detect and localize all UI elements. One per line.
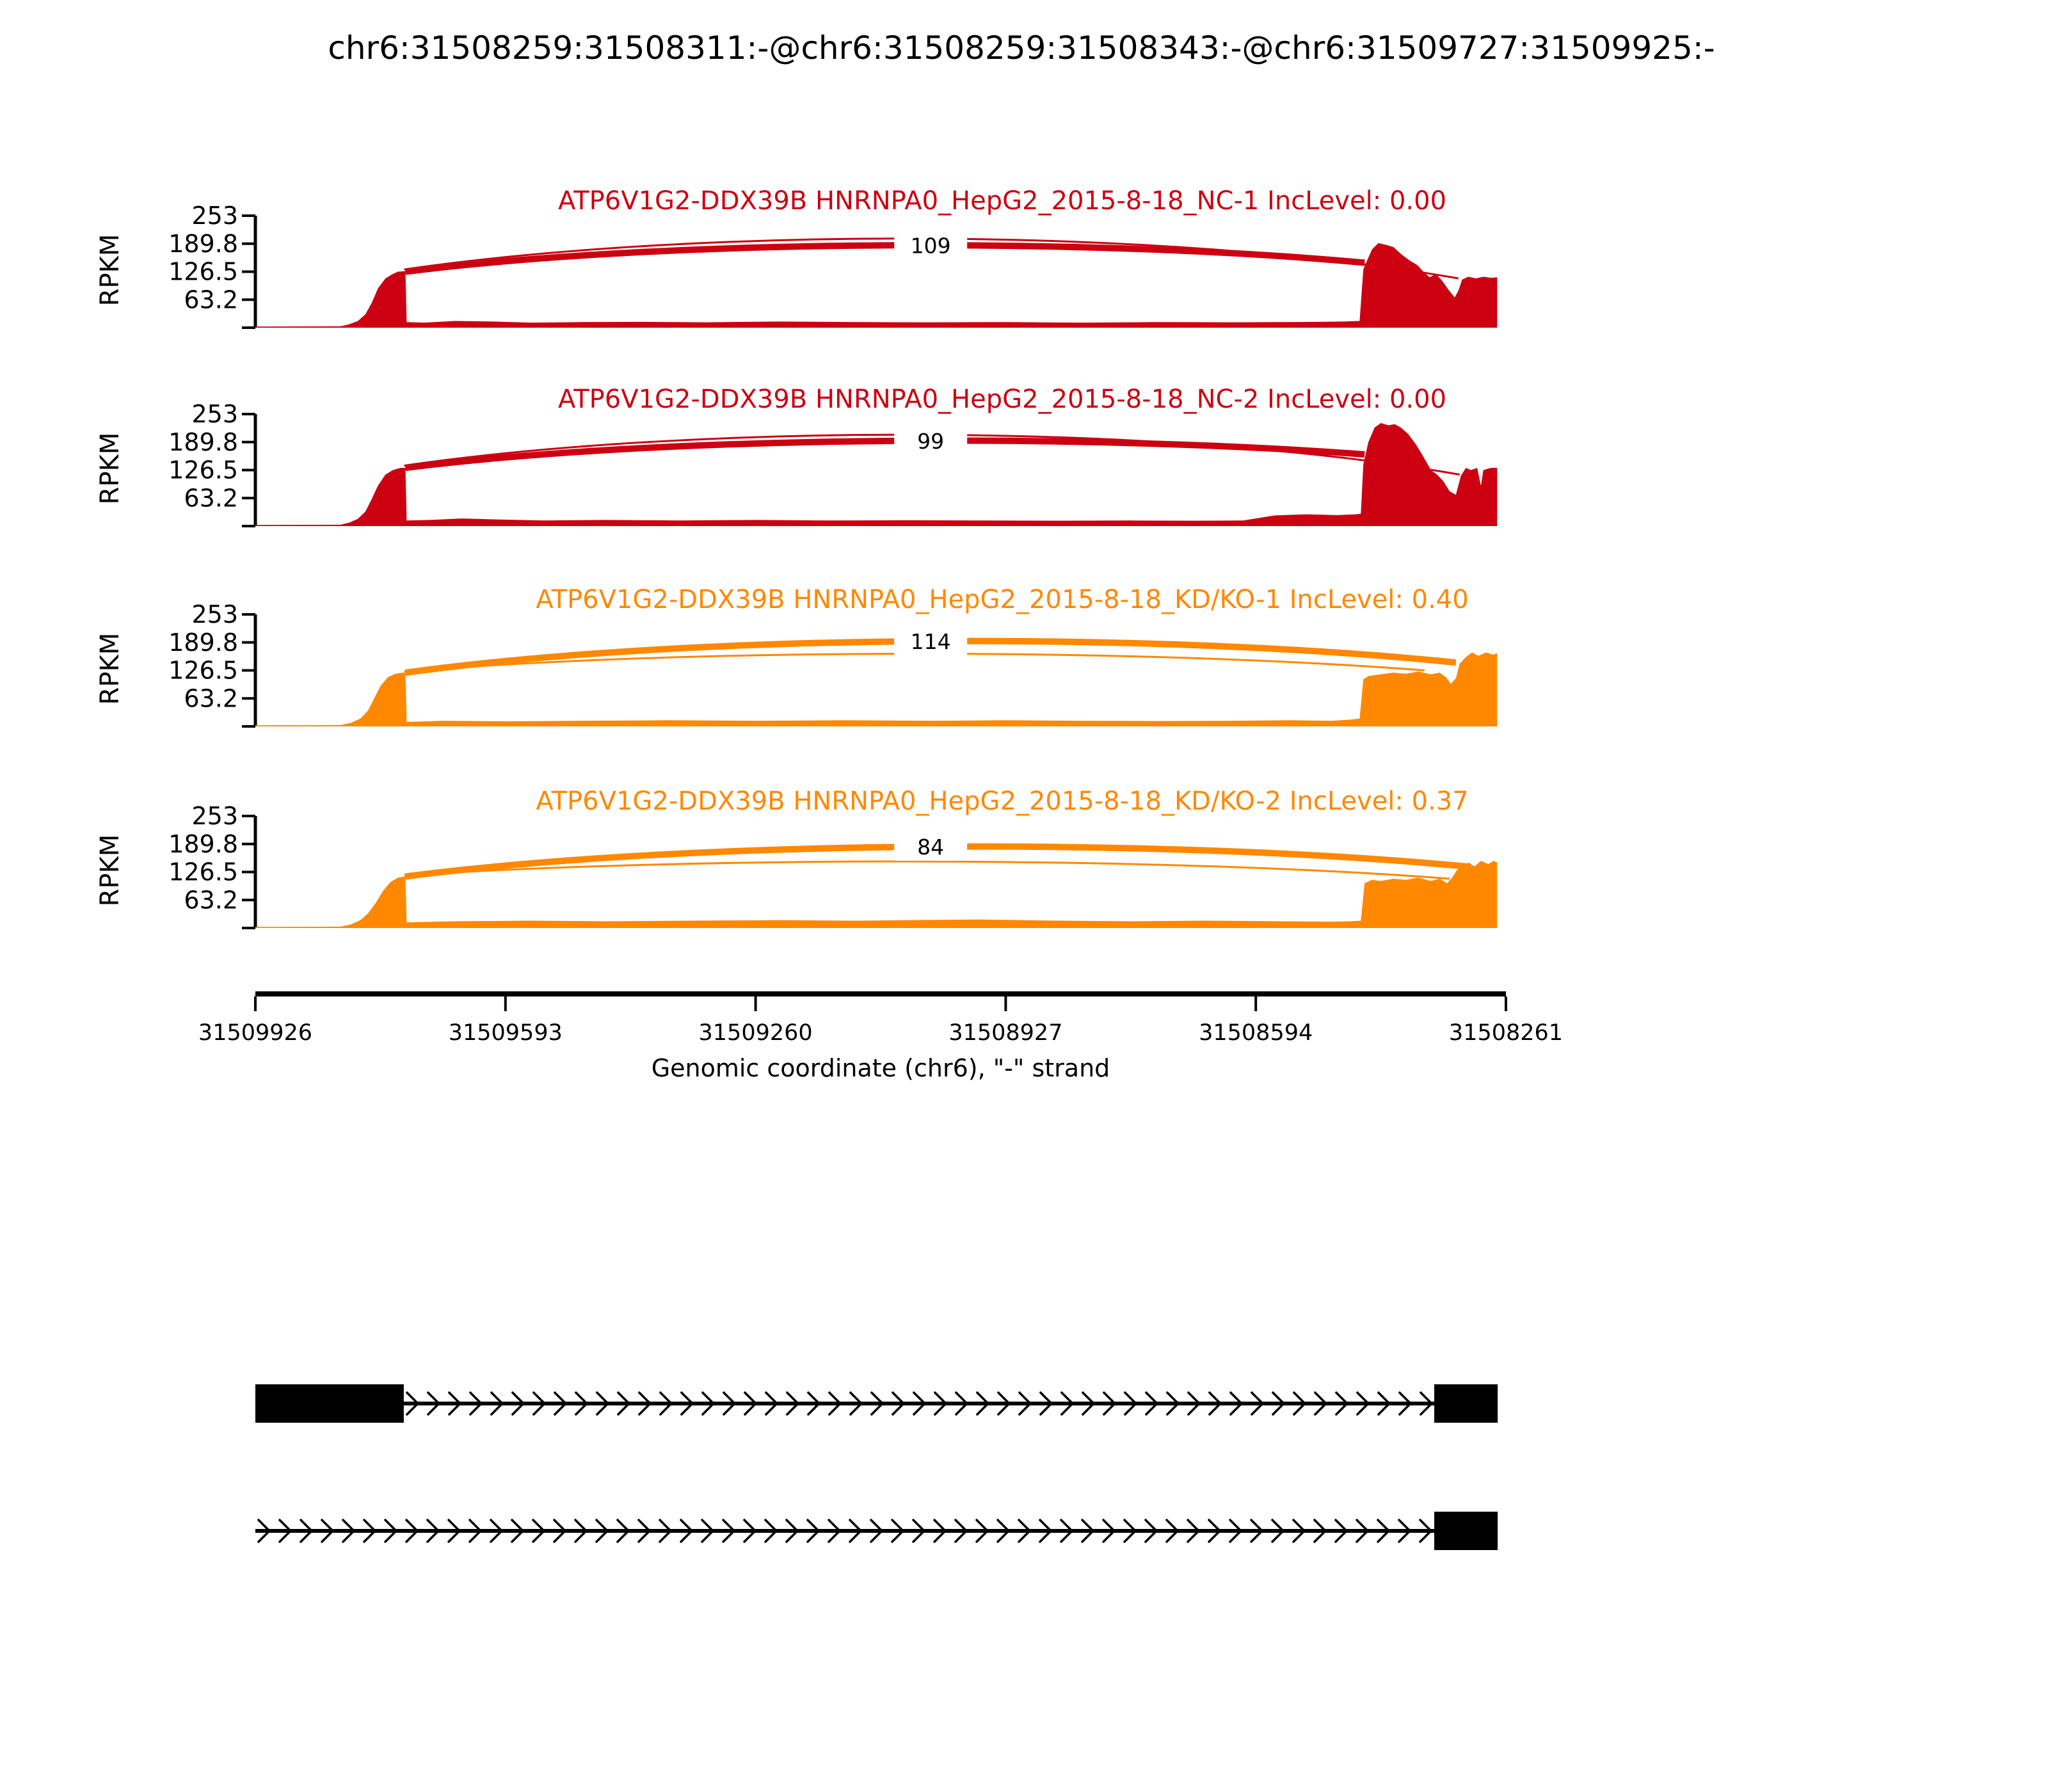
track-1: ATP6V1G2-DDX39B HNRNPA0_HepG2_2015-8-18_… [95, 186, 1498, 329]
junction-count-label: 84 [917, 835, 944, 860]
junction-label-halo [894, 627, 968, 655]
y-axis-title: RPKM [95, 835, 125, 907]
junction-label-halo [894, 231, 968, 260]
y-tick-label: 253 [191, 400, 238, 428]
junction-count-label: 99 [917, 429, 944, 454]
y-tick-label: 63.2 [184, 886, 238, 914]
y-tick-label: 63.2 [184, 285, 238, 314]
track-title: ATP6V1G2-DDX39B HNRNPA0_HepG2_2015-8-18_… [558, 186, 1446, 216]
y-tick-label: 126.5 [168, 858, 238, 886]
junction-label-halo [894, 427, 968, 455]
junction-count-label: 109 [911, 233, 951, 258]
coverage-area [255, 861, 1498, 928]
junction-arc [404, 242, 1365, 275]
junction-label-halo [894, 832, 968, 861]
junction-arc [404, 437, 1365, 471]
x-tick-label: 31508261 [1449, 1020, 1563, 1046]
y-axis-title: RPKM [95, 234, 125, 307]
y-tick-label: 63.2 [184, 484, 238, 512]
track-title: ATP6V1G2-DDX39B HNRNPA0_HepG2_2015-8-18_… [558, 385, 1446, 414]
track-title: ATP6V1G2-DDX39B HNRNPA0_HepG2_2015-8-18_… [536, 787, 1468, 816]
x-axis: 31509926 31509593 31509260 31508927 31508594… [198, 991, 1563, 1082]
y-tick-label: 253 [191, 202, 238, 230]
y-tick-label: 126.5 [168, 456, 238, 484]
y-tick-label: 126.5 [168, 258, 238, 286]
track-title: ATP6V1G2-DDX39B HNRNPA0_HepG2_2015-8-18_… [536, 585, 1468, 614]
y-tick-label: 189.8 [168, 230, 238, 258]
exon-box [1434, 1512, 1498, 1550]
junction-count-label: 114 [911, 629, 951, 654]
figure-title: chr6:31508259:31508311:-@chr6:31508259:3… [328, 29, 1715, 67]
y-tick-label: 189.8 [168, 830, 238, 858]
transcript-2 [255, 1512, 1498, 1550]
coverage-area [255, 652, 1498, 726]
x-tick-label: 31508927 [948, 1020, 1062, 1046]
y-axis-title: RPKM [95, 633, 125, 705]
exon-box [255, 1384, 404, 1423]
y-axis-title: RPKM [95, 433, 125, 505]
y-tick-label: 189.8 [168, 428, 238, 456]
track-4: ATP6V1G2-DDX39B HNRNPA0_HepG2_2015-8-18_… [95, 787, 1498, 929]
exon-box [1434, 1384, 1498, 1423]
strand-arrow-icons [406, 1391, 1433, 1416]
x-axis-title: Genomic coordinate (chr6), "-" strand [652, 1054, 1110, 1082]
transcript-1 [255, 1384, 1498, 1423]
x-tick-label: 31509260 [699, 1020, 813, 1046]
x-tick-label: 31509926 [198, 1020, 312, 1046]
y-tick-label: 253 [191, 802, 238, 830]
track-3: ATP6V1G2-DDX39B HNRNPA0_HepG2_2015-8-18_… [95, 585, 1498, 728]
junction-arc [404, 860, 1450, 880]
coverage-area [255, 243, 1498, 328]
y-tick-label: 189.8 [168, 628, 238, 657]
track-2: ATP6V1G2-DDX39B HNRNPA0_HepG2_2015-8-18_… [95, 385, 1498, 527]
y-tick-label: 63.2 [184, 684, 238, 712]
strand-arrow-icons [257, 1519, 1432, 1543]
y-tick-label: 126.5 [168, 657, 238, 685]
coverage-area [255, 423, 1498, 526]
x-tick-label: 31508594 [1199, 1020, 1313, 1046]
x-tick-label: 31509593 [449, 1020, 563, 1046]
y-tick-label: 253 [191, 600, 238, 628]
